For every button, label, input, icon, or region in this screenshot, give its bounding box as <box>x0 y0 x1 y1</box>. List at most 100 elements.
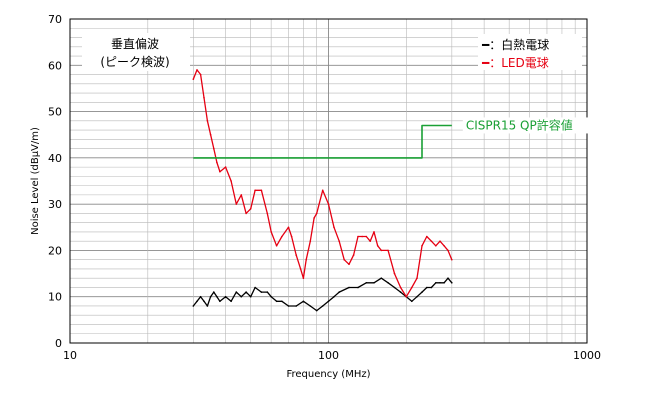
data-point-incandescent <box>270 295 273 298</box>
legend: ━：白熱電球 ━：LED電球 <box>478 34 582 70</box>
data-point-led <box>206 120 209 122</box>
data-point-incandescent <box>230 300 232 303</box>
data-point-incandescent <box>315 309 318 312</box>
data-point-led <box>254 189 256 192</box>
data-point-incandescent <box>411 300 413 303</box>
data-point-incandescent <box>219 300 221 303</box>
data-point-led <box>443 245 445 247</box>
x-tick-label: 100 <box>318 349 339 362</box>
data-point-incandescent <box>287 305 290 307</box>
data-point-led <box>416 277 418 280</box>
data-point-led <box>343 258 346 261</box>
data-point-led <box>430 240 433 242</box>
data-point-led <box>369 240 372 242</box>
data-point-incandescent <box>254 286 256 289</box>
data-point-incandescent <box>216 295 218 298</box>
data-point-incandescent <box>321 305 324 307</box>
data-point-incandescent <box>213 291 215 293</box>
data-point-led <box>245 212 247 215</box>
data-point-incandescent <box>275 300 278 303</box>
legend-entry-incandescent: ━：白熱電球 <box>481 37 549 52</box>
data-point-led <box>338 240 341 242</box>
data-point-incandescent <box>447 277 449 280</box>
data-point-incandescent <box>302 300 305 303</box>
data-point-incandescent <box>387 282 389 284</box>
y-tick-label: 20 <box>48 244 62 257</box>
plot-frame <box>69 18 588 344</box>
data-point-incandescent <box>399 291 402 293</box>
data-point-incandescent <box>309 305 312 307</box>
data-point-led <box>439 240 441 242</box>
data-point-led <box>380 249 383 252</box>
series-layer <box>192 69 453 312</box>
legend-entry-led: ━：LED電球 <box>481 56 549 70</box>
data-point-led <box>290 235 293 238</box>
data-point-led <box>260 189 263 192</box>
data-point-incandescent <box>365 282 368 284</box>
data-point-incandescent <box>348 286 350 289</box>
data-point-led <box>357 235 359 238</box>
data-point-incandescent <box>196 300 198 303</box>
data-point-incandescent <box>357 286 359 289</box>
x-tick-label: 10 <box>63 349 77 362</box>
data-point-led <box>240 194 243 196</box>
data-point-led <box>209 133 212 136</box>
data-point-incandescent <box>209 295 212 298</box>
data-point-led <box>426 235 428 238</box>
cispr15-limit-label: CISPR15 QP許容値 <box>466 117 573 132</box>
data-point-led <box>361 235 364 238</box>
data-point-incandescent <box>249 295 252 298</box>
grid <box>70 18 587 344</box>
data-point-led <box>302 277 305 280</box>
data-point-led <box>451 258 453 261</box>
data-point-led <box>295 254 298 256</box>
y-axis-label: Noise Level (dBμV/m) <box>30 127 41 235</box>
data-point-incandescent <box>451 282 453 284</box>
data-point-led <box>315 212 318 215</box>
data-point-incandescent <box>192 305 195 307</box>
data-point-led <box>399 286 402 289</box>
data-point-led <box>365 235 368 238</box>
data-point-led <box>305 258 308 261</box>
data-point-led <box>373 231 375 233</box>
data-point-led <box>199 73 202 76</box>
data-point-led <box>270 231 273 233</box>
data-point-incandescent <box>443 282 445 284</box>
data-point-incandescent <box>203 300 205 303</box>
data-point-led <box>219 170 221 173</box>
data-point-led <box>321 189 324 192</box>
data-point-led <box>447 249 449 252</box>
data-point-led <box>275 245 278 247</box>
data-point-led <box>348 263 350 266</box>
data-point-led <box>352 254 355 256</box>
data-point-incandescent <box>224 295 227 298</box>
annotation-line-1: 垂直偏波 <box>111 36 159 51</box>
data-point-led <box>216 161 218 164</box>
x-tick-label: 1000 <box>573 349 601 362</box>
y-tick-label: 10 <box>48 291 62 304</box>
data-point-incandescent <box>421 291 423 293</box>
data-point-led <box>281 235 283 238</box>
data-point-led <box>435 245 437 247</box>
data-point-led <box>393 272 396 275</box>
data-point-incandescent <box>439 282 441 284</box>
data-point-led <box>411 286 413 289</box>
data-point-led <box>313 217 315 219</box>
data-point-incandescent <box>416 295 418 298</box>
y-tick-label: 60 <box>48 59 62 72</box>
data-point-led <box>287 226 290 229</box>
data-point-led <box>387 249 389 252</box>
data-point-incandescent <box>426 286 428 289</box>
data-point-led <box>376 245 379 247</box>
annotation-line-2: (ピーク検波) <box>100 55 169 69</box>
data-point-incandescent <box>240 295 243 298</box>
y-tick-label: 0 <box>55 337 62 350</box>
data-point-incandescent <box>235 291 238 293</box>
data-point-led <box>299 268 302 270</box>
data-point-led <box>235 203 238 205</box>
limit-label-group: CISPR15 QP許容値 <box>462 117 589 134</box>
data-point-incandescent <box>260 291 263 293</box>
data-point-incandescent <box>206 305 209 307</box>
data-point-incandescent <box>281 300 283 303</box>
